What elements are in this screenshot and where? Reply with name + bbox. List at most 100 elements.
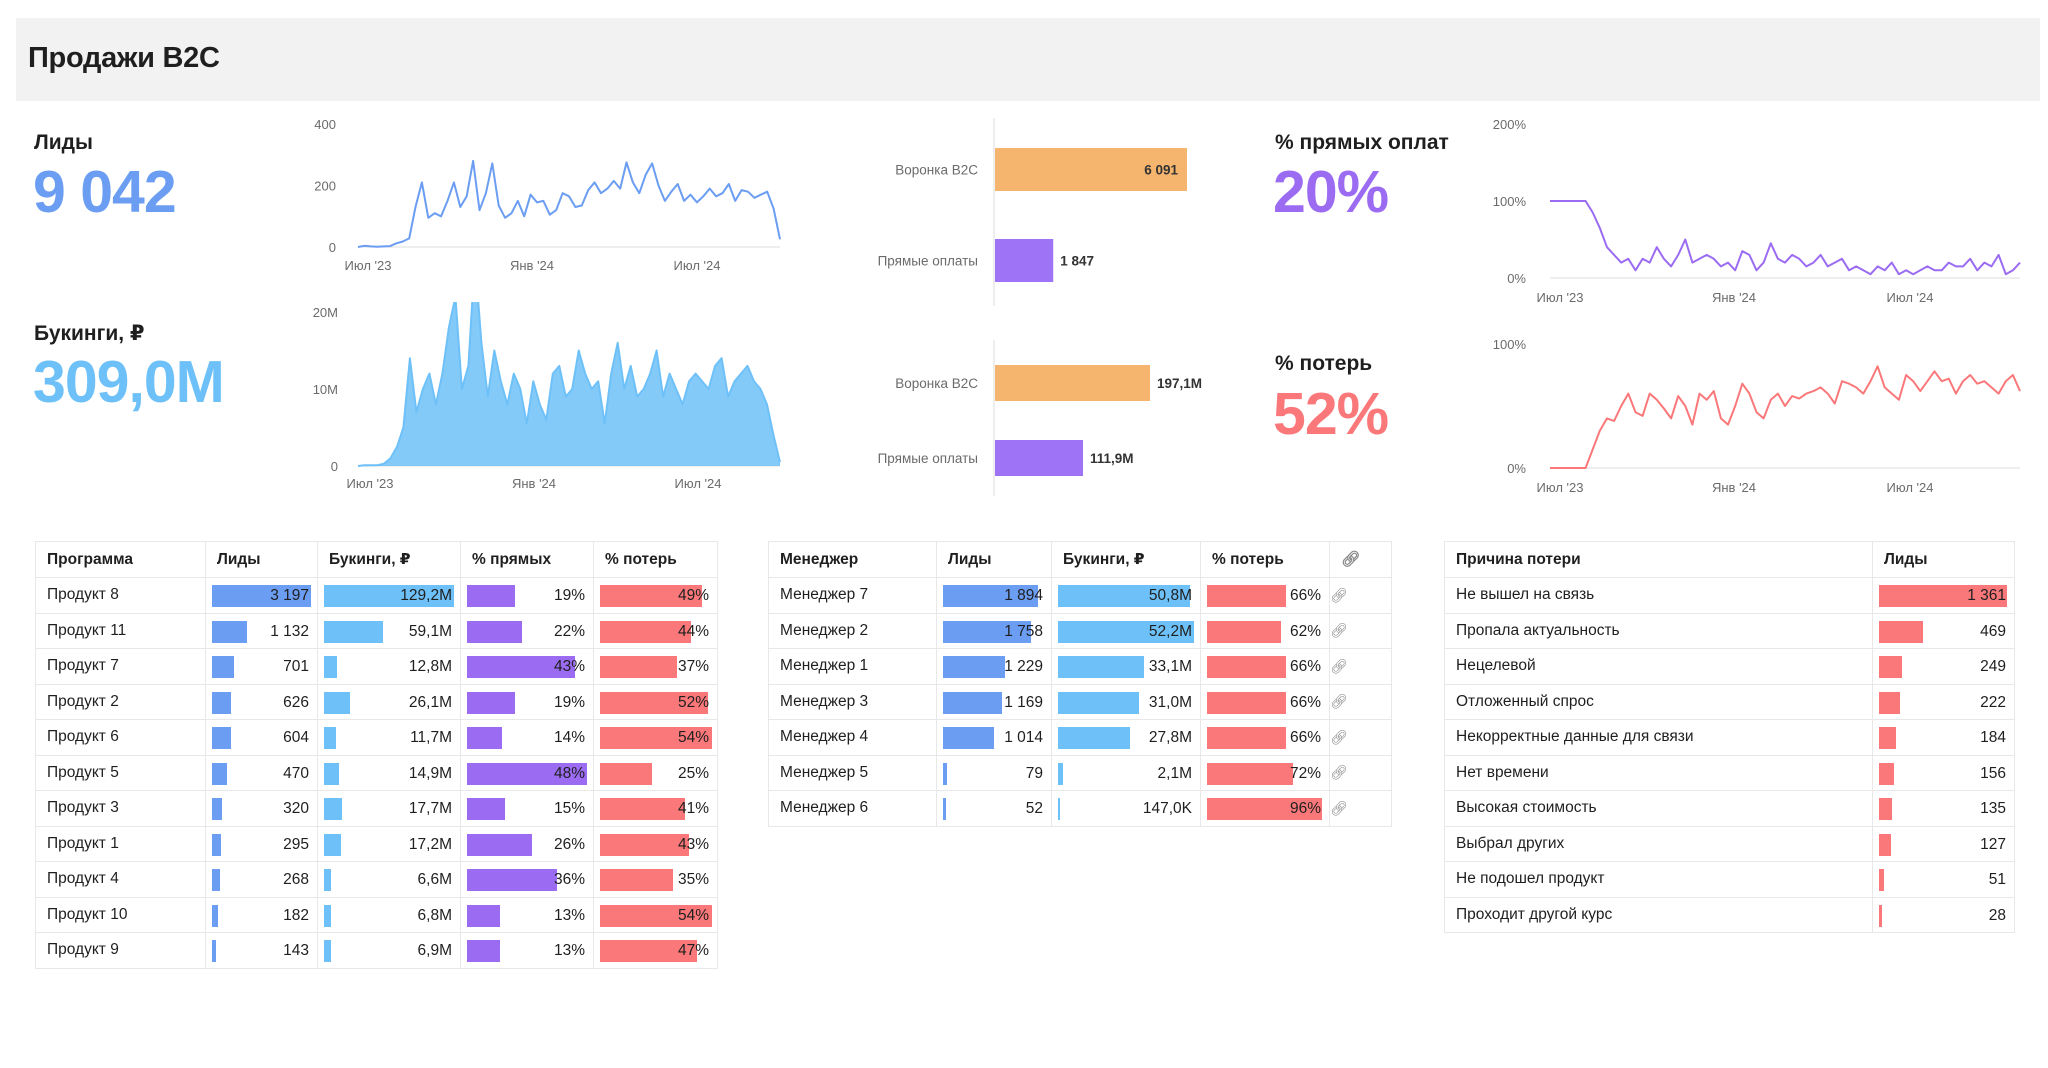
col-header-leads[interactable]: Лиды [1872, 541, 2015, 578]
direct-cell: 19% [460, 683, 594, 720]
bar[interactable] [995, 148, 1187, 191]
table-row[interactable]: Менеджер 2 1 758 52,2M 62% 🔗︎ [768, 612, 1392, 649]
cell-bar [943, 585, 1038, 607]
link-cell[interactable]: 🔗︎ [1329, 648, 1392, 685]
link-icon[interactable]: 🔗︎ [1330, 657, 1348, 674]
cell-bar [600, 762, 652, 785]
row-label: Продукт 10 [35, 896, 206, 933]
table-row[interactable]: Менеджер 1 1 229 33,1M 66% 🔗︎ [768, 648, 1392, 685]
cell-bar [943, 656, 1005, 678]
link-cell[interactable]: 🔗︎ [1329, 719, 1392, 756]
table-row[interactable]: Менеджер 4 1 014 27,8M 66% 🔗︎ [768, 719, 1392, 756]
table-row[interactable]: Продукт 2 626 26,1M 19% 52% [35, 683, 718, 720]
cell-bar [324, 656, 337, 678]
table-row[interactable]: Нецелевой 249 [1444, 648, 2015, 685]
bookings-cell: 147,0K [1051, 790, 1201, 827]
funnel-leads-bar-chart[interactable]: Воронка B2C 6 091 Прямые оплаты 1 847 [860, 118, 1260, 308]
col-header-loss[interactable]: % потерь [1200, 541, 1330, 578]
bookings-area-chart[interactable]: 0 10M 20M Июл '23 Янв '24 Июл '24 [300, 302, 800, 502]
y-tick-label: 0 [331, 459, 338, 474]
link-icon[interactable]: 🔗︎ [1330, 799, 1348, 816]
table-row[interactable]: Продукт 6 604 11,7M 14% 54% [35, 719, 718, 756]
row-label: Менеджер 2 [768, 612, 937, 649]
leads-cell: 268 [205, 861, 318, 898]
col-header-bookings[interactable]: Букинги, ₽ [317, 541, 461, 578]
table-row[interactable]: Пропала актуальность 469 [1444, 612, 2015, 649]
link-icon[interactable]: 🔗︎ [1330, 728, 1348, 745]
table-row[interactable]: Менеджер 5 79 2,1M 72% 🔗︎ [768, 754, 1392, 791]
cell-value: 626 [283, 693, 309, 711]
link-cell[interactable]: 🔗︎ [1329, 790, 1392, 827]
row-label: Менеджер 1 [768, 648, 937, 685]
cell-value: 35% [677, 871, 709, 888]
bar[interactable] [995, 440, 1083, 476]
bookings-cell: 52,2M [1051, 612, 1201, 649]
cell-value: 15% [553, 800, 585, 817]
page-title: Продажи B2C [28, 42, 220, 74]
link-cell[interactable]: 🔗︎ [1329, 577, 1392, 614]
col-header-reason[interactable]: Причина потери [1444, 541, 1873, 578]
row-label: Продукт 1 [35, 825, 206, 862]
table-row[interactable]: Продукт 7 701 12,8M 43% 37% [35, 648, 718, 685]
direct-kpi-label: % прямых оплат [1275, 131, 1449, 154]
link-cell[interactable]: 🔗︎ [1329, 754, 1392, 791]
table-row[interactable]: Продукт 9 143 6,9M 13% 47% [35, 932, 718, 969]
table-row[interactable]: Продукт 8 3 197 129,2M 19% 49% [35, 577, 718, 614]
link-icon: 🔗︎ [1341, 551, 1361, 568]
link-cell[interactable]: 🔗︎ [1329, 612, 1392, 649]
table-row[interactable]: Продукт 3 320 17,7M 15% 41% [35, 790, 718, 827]
link-icon[interactable]: 🔗︎ [1330, 622, 1348, 639]
cell-value: 1 229 [1004, 658, 1043, 675]
cell-bar [600, 691, 708, 714]
cell-bar [943, 620, 1032, 643]
table-row[interactable]: Продукт 11 1 132 59,1M 22% 44% [35, 612, 718, 649]
cell-value: 147,0K [1142, 800, 1192, 817]
cell-value: 11,7M [410, 729, 452, 746]
table-row[interactable]: Продукт 10 182 6,8M 13% 54% [35, 896, 718, 933]
bar[interactable] [995, 365, 1150, 401]
leads-cell: 249 [1872, 648, 2015, 685]
link-icon[interactable]: 🔗︎ [1330, 586, 1348, 603]
link-icon[interactable]: 🔗︎ [1330, 764, 1348, 781]
table-row[interactable]: Продукт 5 470 14,9M 48% 25% [35, 754, 718, 791]
funnel-bookings-bar-chart[interactable]: Воронка B2C 197,1M Прямые оплаты 111,9M [860, 340, 1260, 500]
table-row[interactable]: Продукт 1 295 17,2M 26% 43% [35, 825, 718, 862]
col-header-program[interactable]: Программа [35, 541, 206, 578]
col-header-bookings[interactable]: Букинги, ₽ [1051, 541, 1201, 578]
table-row[interactable]: Не вышел на связь 1 361 [1444, 577, 2015, 614]
table-row[interactable]: Некорректные данные для связи 184 [1444, 719, 2015, 756]
loss-cell: 66% [1200, 577, 1330, 614]
table-row[interactable]: Менеджер 7 1 894 50,8M 66% 🔗︎ [768, 577, 1392, 614]
col-header-manager[interactable]: Менеджер [768, 541, 937, 578]
table-row[interactable]: Продукт 4 268 6,6M 36% 35% [35, 861, 718, 898]
direct-payments-line-chart[interactable]: 0% 100% 200% Июл '23 Янв '24 Июл '24 [1480, 112, 2040, 312]
direct-cell: 48% [460, 754, 594, 791]
table-row[interactable]: Выбрал других 127 [1444, 825, 2015, 862]
table-row[interactable]: Отложенный спрос 222 [1444, 683, 2015, 720]
table-row[interactable]: Проходит другой курс 28 [1444, 896, 2015, 933]
cell-bar [600, 869, 673, 891]
col-header-direct[interactable]: % прямых [460, 541, 594, 578]
table-row[interactable]: Нет времени 156 [1444, 754, 2015, 791]
cell-bar [467, 585, 515, 607]
row-label: Выбрал других [1444, 825, 1873, 862]
cell-bar [1879, 762, 1894, 785]
bar[interactable] [995, 239, 1054, 282]
leads-kpi-value: 9 042 [33, 159, 177, 225]
table-row[interactable]: Высокая стоимость 135 [1444, 790, 2015, 827]
row-label: Продукт 8 [35, 577, 206, 614]
table-row[interactable]: Менеджер 3 1 169 31,0M 66% 🔗︎ [768, 683, 1392, 720]
table-row[interactable]: Не подошел продукт 51 [1444, 861, 2015, 898]
leads-cell: 51 [1872, 861, 2015, 898]
direct-cell: 43% [460, 648, 594, 685]
cell-value: 6,8M [417, 906, 452, 924]
link-cell[interactable]: 🔗︎ [1329, 683, 1392, 720]
col-header-leads[interactable]: Лиды [205, 541, 318, 578]
losses-line-chart[interactable]: 0% 100% Июл '23 Янв '24 Июл '24 [1480, 332, 2040, 502]
table-row[interactable]: Менеджер 6 52 147,0K 96% 🔗︎ [768, 790, 1392, 827]
col-header-loss[interactable]: % потерь [593, 541, 718, 578]
leads-line-chart[interactable]: 0 200 400 Июл '23 Янв '24 Июл '24 [300, 112, 800, 282]
col-header-leads[interactable]: Лиды [936, 541, 1052, 578]
x-tick-label: Июл '24 [1887, 480, 1934, 495]
link-icon[interactable]: 🔗︎ [1330, 693, 1348, 710]
